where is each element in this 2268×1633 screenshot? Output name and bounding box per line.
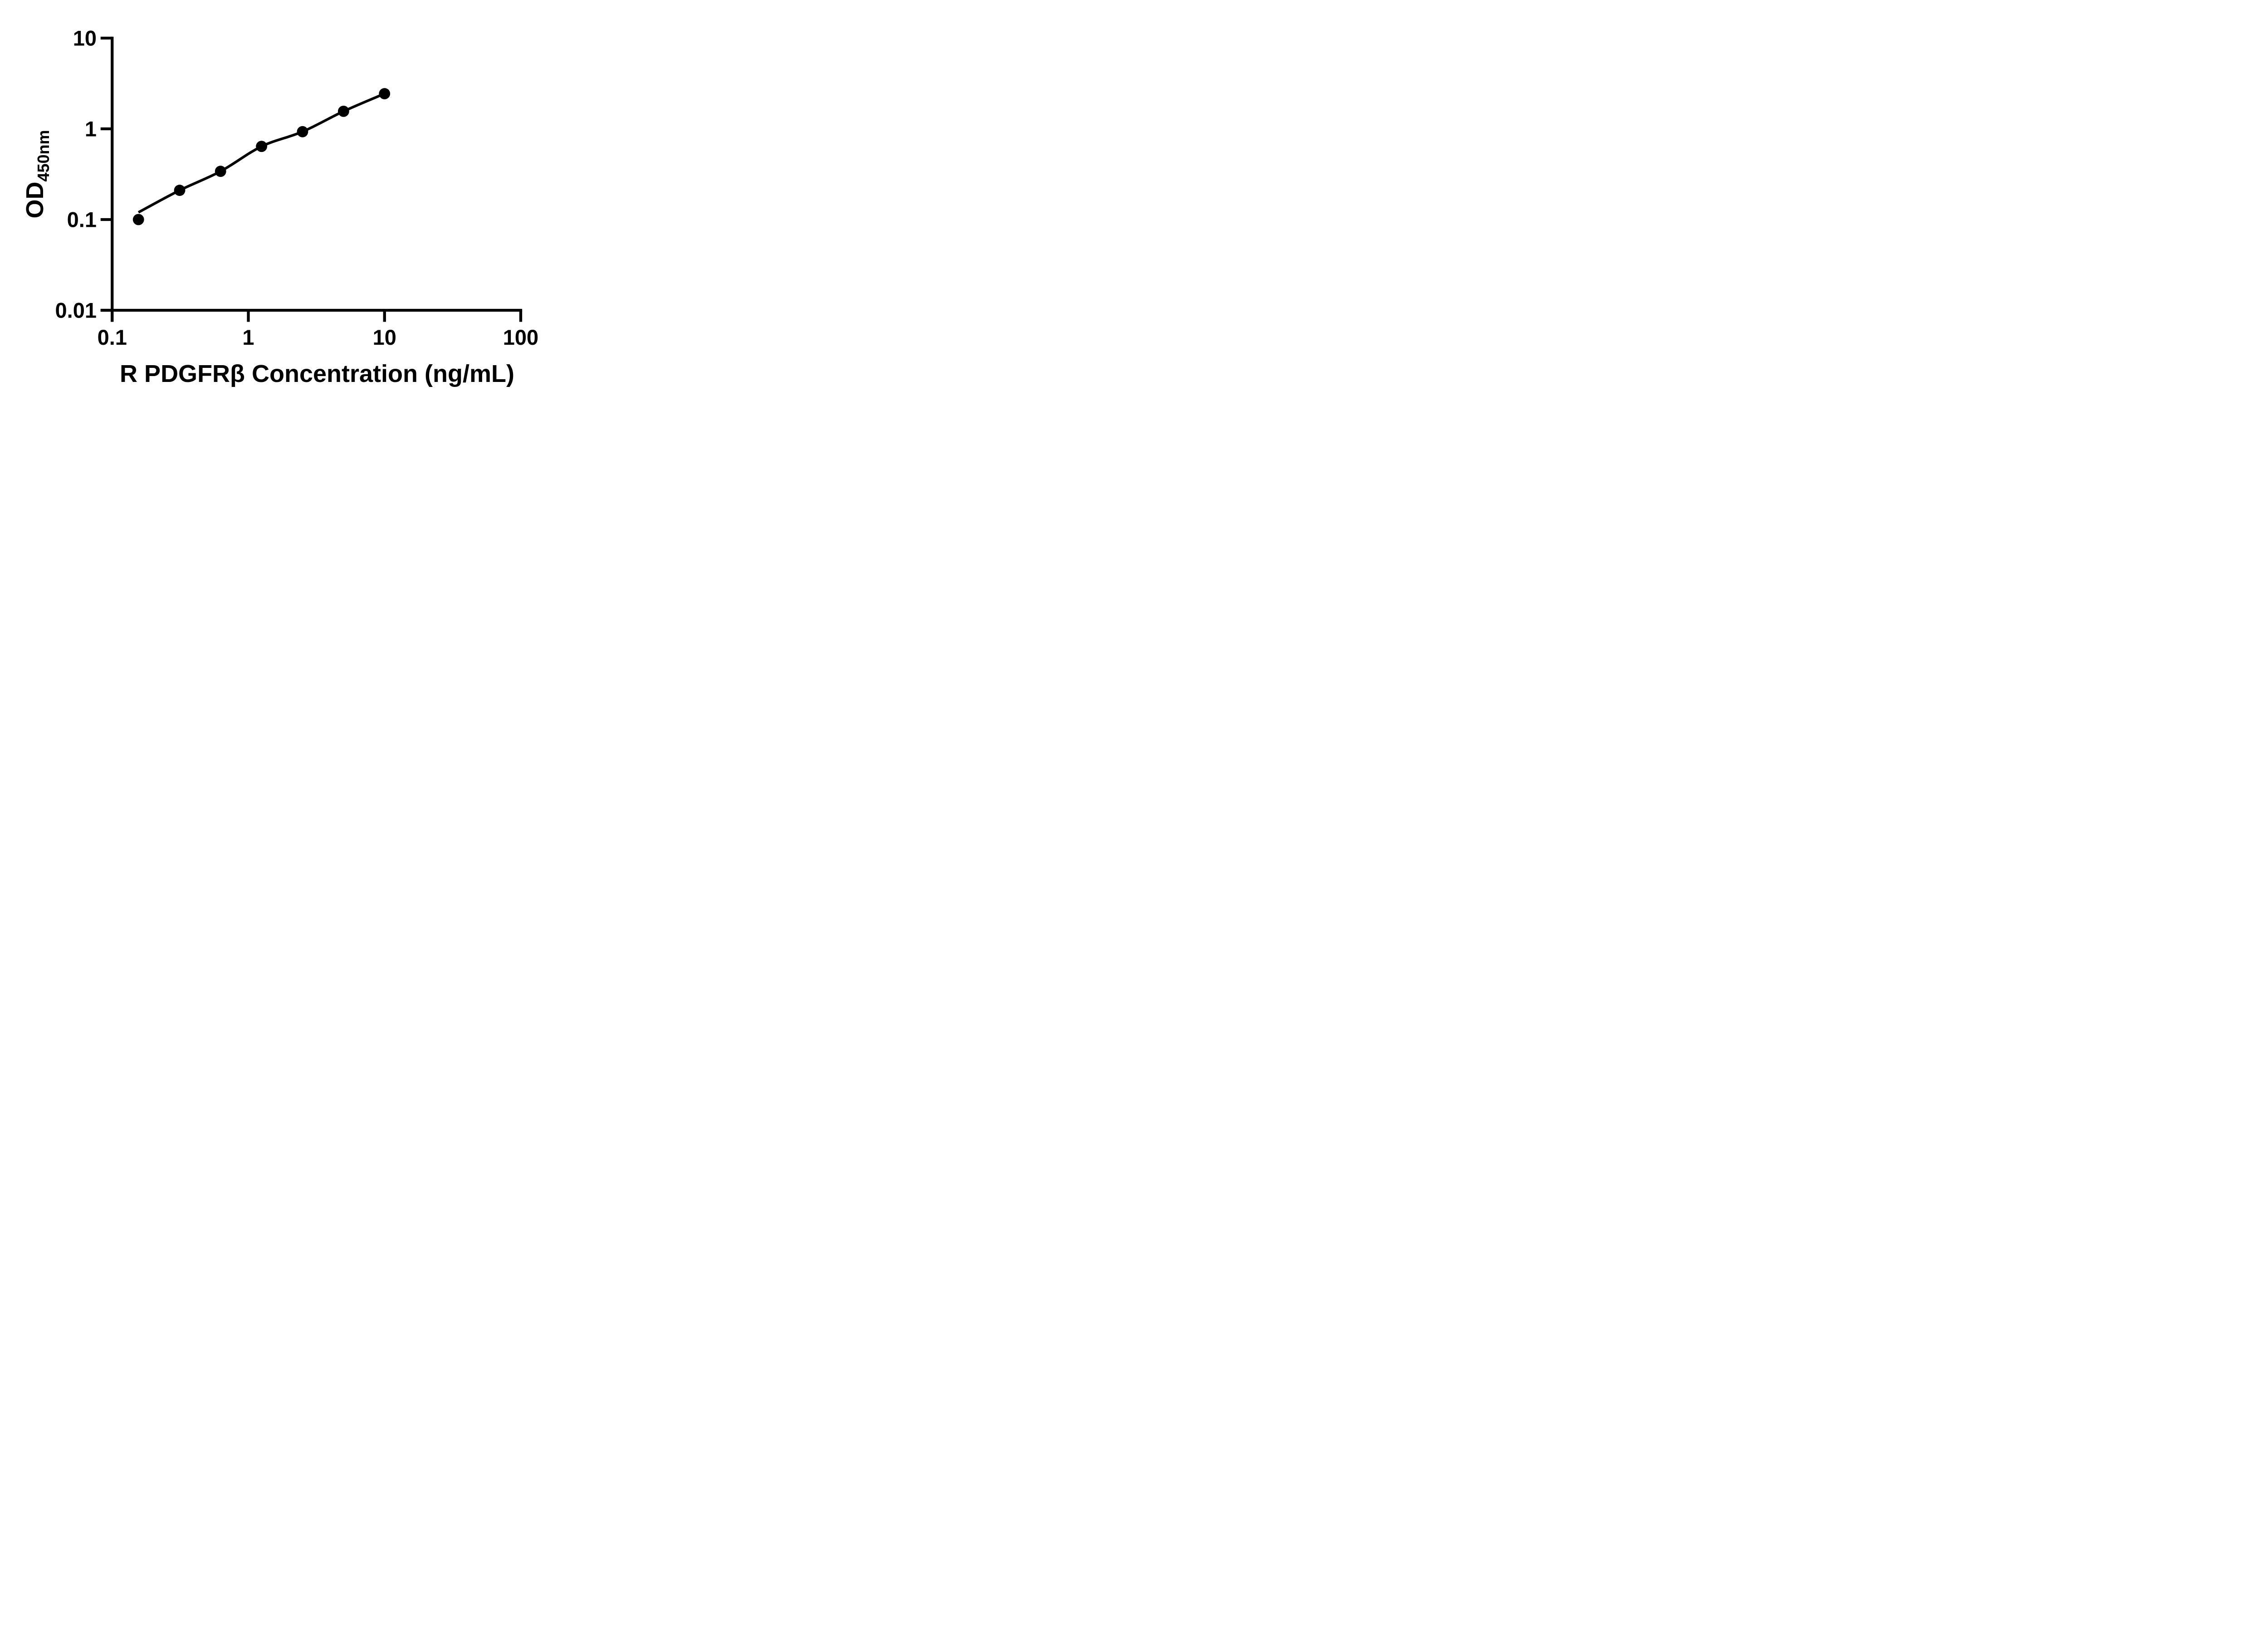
x-axis-tick-label: 100 [503, 325, 538, 349]
x-axis-tick-label: 0.1 [98, 325, 127, 349]
data-point [297, 126, 308, 137]
x-axis-tick-label: 10 [373, 325, 396, 349]
data-point [215, 166, 226, 177]
y-axis-tick-label: 1 [85, 117, 97, 141]
x-axis-tick-label: 1 [242, 325, 254, 349]
data-point [174, 185, 186, 196]
y-axis-title-main: OD [21, 182, 49, 219]
x-axis-title: R PDGFRβ Concentration (ng/mL) [120, 360, 514, 387]
data-point [379, 88, 391, 99]
y-axis-title-subscript: 450nm [34, 130, 53, 181]
y-axis-tick-label: 0.1 [67, 208, 97, 232]
data-point [337, 105, 349, 117]
y-axis-tick-label: 10 [73, 26, 97, 50]
data-point [256, 141, 267, 152]
elisa-standard-curve-figure: 10 1 0.1 0.01 0.1 1 10 100 R PDGFRβ Concentrati… [0, 0, 583, 408]
y-axis-tick-label: 0.01 [55, 298, 97, 323]
y-axis-title: OD450nm [21, 130, 53, 218]
data-point [132, 214, 144, 225]
